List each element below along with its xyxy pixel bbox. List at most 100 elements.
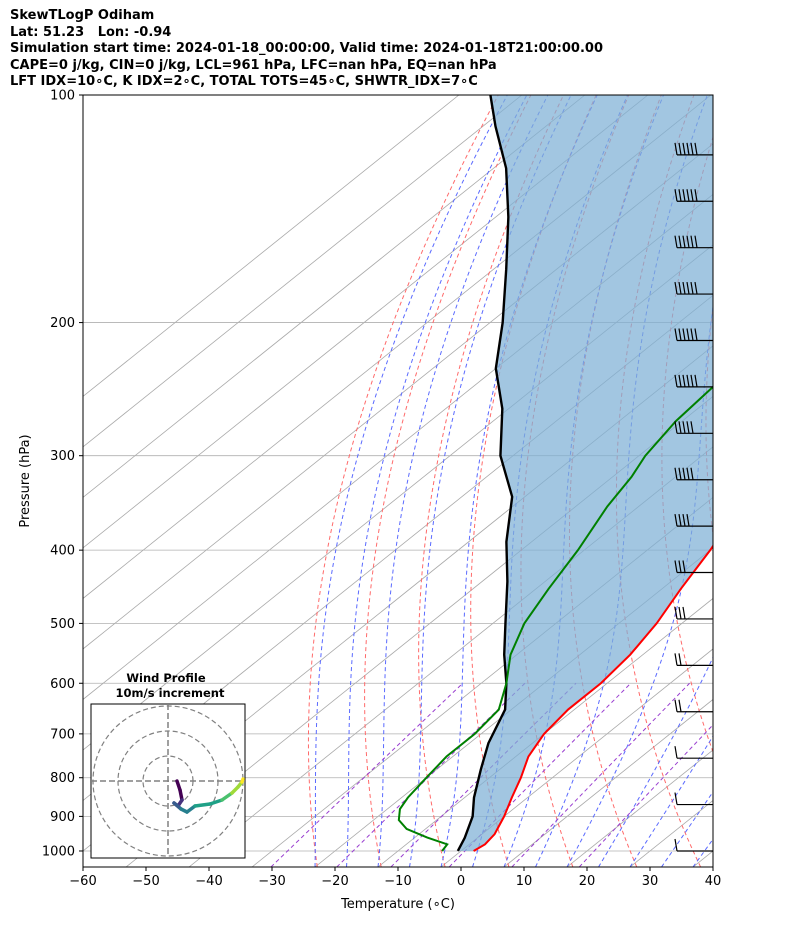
x-tick-label: 0 xyxy=(457,874,465,889)
moist-adiabat xyxy=(661,791,713,867)
wind-barb-flag xyxy=(674,792,678,805)
y-tick-label: 700 xyxy=(50,727,75,742)
index-text: LFT IDX=10∘C, K IDX=2∘C, TOTAL TOTS=45∘C… xyxy=(10,74,478,89)
wind-barb-flag xyxy=(678,653,682,666)
mixing-ratio-line xyxy=(578,724,713,867)
y-tick-label: 200 xyxy=(50,316,75,331)
wind-barb-flag xyxy=(686,142,690,155)
wind-barb-flag xyxy=(674,281,678,295)
moist-adiabat xyxy=(629,735,713,867)
moist-adiabat xyxy=(409,95,572,867)
wind-barb-flag xyxy=(690,235,694,248)
wind-barb-flag xyxy=(694,281,698,295)
y-tick-label: 400 xyxy=(50,544,75,559)
dry-adiabat xyxy=(705,303,713,539)
y-tick-label: 1000 xyxy=(42,844,75,859)
isotherm xyxy=(83,95,460,397)
y-tick-label: 300 xyxy=(50,449,75,464)
time-text: Simulation start time: 2024-01-18_00:00:… xyxy=(10,41,603,56)
wind-barb-flag xyxy=(686,374,690,387)
wind-barb-flag xyxy=(682,514,686,527)
wind-barb-flag xyxy=(674,699,678,712)
moist-adiabat xyxy=(314,95,508,867)
mixing-ratio-line xyxy=(270,682,464,867)
wind-barb-flag xyxy=(686,514,690,527)
wind-barb-flag xyxy=(674,328,678,341)
wind-barb-flag xyxy=(678,281,682,295)
temperature-line xyxy=(473,544,713,852)
wind-barb-flag xyxy=(674,421,678,434)
wind-barb-flag xyxy=(682,374,686,387)
wind-barb-flag xyxy=(694,189,698,202)
wind-barb-flag xyxy=(690,467,694,480)
wind-barb-flag xyxy=(682,189,686,202)
y-axis-label: Pressure (hPa) xyxy=(18,434,33,527)
wind-barb-flag xyxy=(674,838,678,852)
wind-barb-flag xyxy=(678,189,682,202)
cin-area xyxy=(457,95,713,851)
wind-barb-flag xyxy=(674,374,678,387)
isotherm xyxy=(440,648,713,867)
wind-barb-flag xyxy=(674,560,678,573)
wind-barb-flag xyxy=(686,421,690,434)
wind-barb-flag xyxy=(674,189,678,202)
isotherm xyxy=(83,95,586,498)
wind-barb-flag xyxy=(682,560,686,573)
wind-barb-flag xyxy=(674,142,678,155)
wind-barb-flag xyxy=(682,235,686,248)
wind-barb-flag xyxy=(674,746,678,759)
wind-barb-flag xyxy=(682,421,686,434)
wind-barb-flag xyxy=(694,374,698,387)
isotherm xyxy=(314,547,713,867)
axis-ticks: −60 −50 −40 −30 −20 −10 0 10 20 30 40 1000 900 800 700… xyxy=(42,89,721,890)
mixing-ratio-line xyxy=(448,682,632,867)
wind-barb-flag xyxy=(694,235,698,248)
wind-barb-flag xyxy=(678,374,682,387)
wind-barb-flag xyxy=(678,606,682,620)
wind-barb-flag xyxy=(686,281,690,295)
dry-adiabat xyxy=(364,95,532,867)
wind-barb-flag xyxy=(674,467,678,480)
dry-adiabat xyxy=(307,95,499,867)
hodograph-trace xyxy=(193,802,212,808)
x-tick-label: −40 xyxy=(195,874,222,889)
x-tick-label: −60 xyxy=(69,874,96,889)
wind-barb-flag xyxy=(678,467,682,480)
wind-barb-flag xyxy=(686,189,690,202)
isotherm xyxy=(503,698,713,867)
x-tick-label: 30 xyxy=(642,874,659,889)
wind-barb-flag xyxy=(682,467,686,480)
y-tick-label: 900 xyxy=(50,810,75,825)
moist-adiabat xyxy=(377,95,549,867)
isotherm xyxy=(756,95,794,867)
moist-adiabat xyxy=(346,95,528,867)
wind-barb-flag xyxy=(674,514,678,527)
x-tick-label: 20 xyxy=(579,874,596,889)
location-text: Lat: 51.23 Lon: -0.94 xyxy=(10,24,172,40)
hodograph-trace xyxy=(208,798,224,806)
wind-barb-flag xyxy=(678,699,682,712)
y-tick-label: 500 xyxy=(50,617,75,632)
wind-barb-flag xyxy=(674,606,678,620)
isotherm xyxy=(83,95,523,448)
wind-barb-flag xyxy=(682,606,686,620)
wind-barb-flag xyxy=(690,374,694,387)
series-lines xyxy=(397,95,713,852)
y-tick-label: 800 xyxy=(50,771,75,786)
wind-barb-flag xyxy=(694,328,698,341)
y-tick-label: 600 xyxy=(50,677,75,692)
wind-barb-flag xyxy=(678,142,682,155)
chart-title: SkewTLogP Odiham xyxy=(10,8,155,23)
wind-barb-flag xyxy=(678,421,682,434)
wind-barb-flag xyxy=(674,653,678,666)
dewpoint-line xyxy=(397,385,713,852)
cape-fill xyxy=(457,95,713,851)
chart-header: SkewTLogP Odiham Lat: 51.23 Lon: -0.94 S… xyxy=(10,8,603,91)
dry-adiabat xyxy=(749,95,794,867)
wind-barb-flag xyxy=(682,328,686,341)
parcel-profile-line xyxy=(456,95,514,852)
cape-text: CAPE=0 j/kg, CIN=0 j/kg, LCL=961 hPa, LF… xyxy=(10,57,497,73)
wind-barb-flag xyxy=(674,235,678,248)
dry-adiabat xyxy=(470,95,597,867)
inset-subtitle: 10m/s increment xyxy=(116,686,225,700)
